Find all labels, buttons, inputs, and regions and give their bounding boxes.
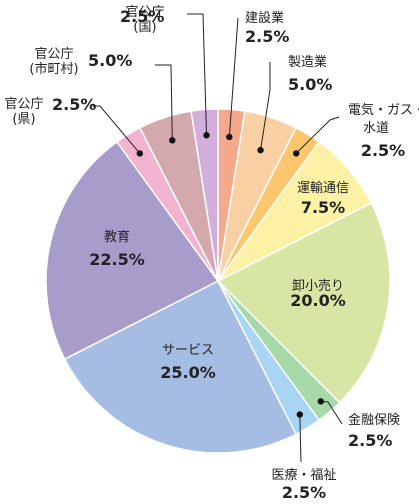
leader-dot-12 xyxy=(203,132,210,139)
slice-label-11-line2: (市町村) xyxy=(29,61,78,77)
slice-label-9: 教育 xyxy=(104,229,130,245)
leader-line-12 xyxy=(187,13,208,136)
leader-dot-3 xyxy=(292,150,300,157)
leader-dot-7 xyxy=(296,411,303,418)
slice-value-10: 2.5% xyxy=(52,95,96,114)
slice-9 xyxy=(45,140,220,361)
slice-label-3-line2: 水道 xyxy=(363,121,389,136)
slice-value-12: 2.5% xyxy=(120,7,164,26)
slice-value-11: 5.0% xyxy=(88,51,132,70)
slice-8 xyxy=(63,279,298,454)
leader-line-10 xyxy=(92,105,141,154)
leader-dot-6 xyxy=(317,398,324,405)
leader-line-7 xyxy=(299,414,302,463)
slice-value-6: 2.5% xyxy=(348,431,392,450)
slice-value-9: 22.5% xyxy=(89,250,145,269)
slice-label-12-line2: (国) xyxy=(133,20,156,35)
leader-line-1 xyxy=(228,17,239,138)
slice-value-2: 5.0% xyxy=(288,75,332,94)
leader-dot-10 xyxy=(136,150,144,157)
slice-5 xyxy=(216,201,391,404)
slice-label-6: 金融保険 xyxy=(348,412,400,428)
leader-dot-11 xyxy=(169,137,176,144)
slice-label-2: 製造業 xyxy=(288,54,327,70)
slice-label-4: 運輸通信 xyxy=(297,181,349,196)
leader-line-2 xyxy=(260,62,271,151)
slice-value-4: 7.5% xyxy=(301,198,345,217)
leader-line-11 xyxy=(155,64,173,141)
slice-label-8: サービス xyxy=(162,343,214,358)
leader-line-3 xyxy=(295,116,340,154)
slice-label-12: 官公庁 xyxy=(125,4,164,20)
slice-value-7: 2.5% xyxy=(282,483,326,502)
leader-dot-2 xyxy=(257,146,264,154)
slice-label-1: 建設業 xyxy=(245,10,284,26)
slice-label-11: 官公庁 xyxy=(34,46,73,62)
leader-dot-1 xyxy=(226,133,233,141)
slice-12 xyxy=(190,108,219,282)
slice-label-5: 卸小売り xyxy=(292,278,344,294)
slice-value-1: 2.5% xyxy=(245,27,289,46)
slice-label-10: 官公庁 xyxy=(4,96,43,112)
slice-label-3: 電気・ガス・ xyxy=(348,102,419,118)
slice-value-5: 20.0% xyxy=(290,291,346,310)
slice-value-3: 2.5% xyxy=(361,141,405,160)
slice-value-8: 25.0% xyxy=(160,363,216,382)
slice-label-7: 医療・福祉 xyxy=(271,468,336,483)
slice-label-10-line2: (県) xyxy=(12,112,35,127)
